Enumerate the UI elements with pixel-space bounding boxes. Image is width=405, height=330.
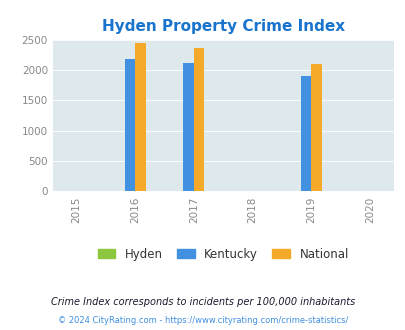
Legend: Hyden, Kentucky, National: Hyden, Kentucky, National <box>93 243 353 265</box>
Bar <box>300 76 311 191</box>
Title: Hyden Property Crime Index: Hyden Property Crime Index <box>102 19 344 34</box>
Text: © 2024 CityRating.com - https://www.cityrating.com/crime-statistics/: © 2024 CityRating.com - https://www.city… <box>58 316 347 325</box>
Bar <box>311 64 321 191</box>
Text: Crime Index corresponds to incidents per 100,000 inhabitants: Crime Index corresponds to incidents per… <box>51 297 354 307</box>
Bar <box>135 43 145 191</box>
Bar <box>194 48 204 191</box>
Bar <box>183 63 194 191</box>
Bar <box>124 59 135 191</box>
